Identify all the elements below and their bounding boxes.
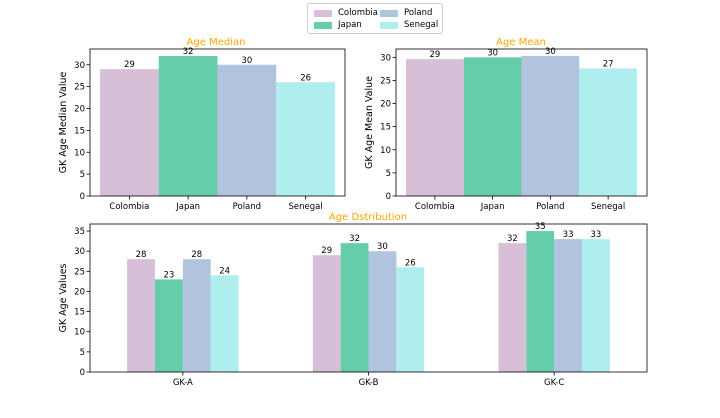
- panel1-ytick-label: 5: [80, 170, 85, 180]
- panel3-data-label-gk-c-senegal: 33: [591, 230, 602, 240]
- panel1-ytick-label: 15: [74, 126, 85, 136]
- panel3-ytick-label: 5: [80, 348, 85, 358]
- legend-item-colombia: Colombia: [314, 7, 378, 19]
- panel3-data-label-gk-a-senegal: 24: [219, 266, 230, 276]
- panel1-data-label-senegal: 26: [300, 73, 311, 83]
- panel3-bar-gk-a-japan: [154, 279, 183, 372]
- panel3-xtick-label-gk-b: GK-B: [359, 378, 379, 388]
- panel3-ytick-label: 10: [74, 328, 85, 338]
- panel3-data-label-gk-c-colombia: 32: [507, 234, 518, 244]
- panel1-ytick-label: 10: [74, 148, 85, 158]
- panel3-ytick-label: 30: [74, 247, 85, 257]
- panel2-bar-colombia: [406, 59, 464, 196]
- panel2-xtick-label-poland: Poland: [536, 202, 564, 212]
- panel3-ytick-label: 15: [74, 308, 85, 318]
- panel2-data-label-poland: 30: [545, 47, 556, 57]
- legend-label-poland: Poland: [404, 8, 433, 18]
- panel2-bar-japan: [463, 57, 522, 196]
- legend-item-japan: Japan: [314, 19, 362, 31]
- panel1-xtick-label-colombia: Colombia: [109, 202, 149, 212]
- panel1-bar-colombia: [100, 69, 159, 196]
- chart-title-age-mean: Age Mean: [496, 37, 546, 48]
- panel2-bar-senegal: [579, 68, 637, 196]
- legend-swatch-japan: [314, 21, 332, 29]
- panel3-bar-gk-b-japan: [340, 243, 369, 372]
- panel2-data-label-japan: 30: [487, 48, 498, 58]
- panel3-data-label-gk-c-poland: 33: [563, 230, 574, 240]
- panel3-bar-gk-b-poland: [368, 251, 397, 372]
- panel2-bar-poland: [521, 55, 580, 197]
- panel3-ytick-label: 20: [74, 287, 85, 297]
- panel1-data-label-colombia: 29: [124, 60, 135, 70]
- legend-swatch-colombia: [314, 9, 332, 17]
- panel3-bar-gk-a-colombia: [127, 259, 155, 372]
- legend: Colombia Japan Poland Senegal: [307, 3, 443, 34]
- panel3-xtick-label-gk-a: GK-A: [173, 378, 193, 388]
- panel2-data-label-colombia: 29: [429, 50, 440, 60]
- panel3-data-label-gk-b-colombia: 29: [321, 246, 332, 256]
- chart-title-age-median: Age Median: [186, 37, 246, 48]
- panel3-bar-gk-c-japan: [526, 231, 555, 372]
- panel1-bar-senegal: [276, 82, 335, 196]
- panel3-bar-gk-c-colombia: [498, 243, 527, 372]
- panel3-data-label-gk-b-japan: 32: [349, 234, 360, 244]
- panel3-data-label-gk-a-colombia: 28: [136, 250, 147, 260]
- legend-label-japan: Japan: [338, 20, 362, 30]
- panel3-axes-frame: [89, 223, 648, 373]
- panel1-ytick-label: 0: [80, 192, 85, 202]
- panel2-ylabel: GK Age Mean Value: [364, 76, 375, 169]
- panel3-ylabel: GK Age Values: [58, 263, 69, 332]
- panel3-data-label-gk-a-japan: 23: [163, 270, 174, 280]
- panel3-ytick-label: 0: [80, 368, 85, 378]
- legend-label-colombia: Colombia: [338, 8, 378, 18]
- panel3-data-label-gk-b-senegal: 26: [405, 258, 416, 268]
- panel1-bar-poland: [217, 64, 277, 196]
- panel3-bar-gk-a-poland: [182, 259, 211, 372]
- panel3-data-label-gk-a-poland: 28: [191, 250, 202, 260]
- panel2-ytick-label: 25: [380, 76, 391, 86]
- chart-title-age-distribution: Age Dstribution: [328, 212, 408, 223]
- panel3-data-label-gk-c-japan: 35: [535, 222, 546, 232]
- panel2-data-label-senegal: 27: [603, 59, 614, 69]
- panel2-ytick-label: 30: [380, 53, 391, 63]
- panel2-ytick-label: 10: [380, 146, 391, 156]
- legend-label-senegal: Senegal: [404, 20, 439, 30]
- legend-item-senegal: Senegal: [380, 19, 438, 31]
- panel1-ytick-label: 30: [74, 61, 85, 71]
- panel1-ytick-label: 20: [74, 105, 85, 115]
- panel2-axes-frame: [395, 48, 648, 197]
- panel2-ytick-label: 20: [380, 100, 391, 110]
- panel3-xtick-label-gk-c: GK-C: [544, 378, 564, 388]
- panel1-bar-japan: [158, 56, 218, 196]
- panel1-data-label-japan: 32: [183, 47, 194, 57]
- panel3-bar-gk-b-senegal: [396, 267, 425, 372]
- panel1-ytick-label: 25: [74, 83, 85, 93]
- panel3-bar-gk-c-poland: [554, 239, 583, 372]
- legend-swatch-poland: [380, 9, 398, 17]
- panel2-xtick-label-japan: Japan: [480, 202, 505, 212]
- panel2-ytick-label: 5: [386, 169, 391, 179]
- panel1-data-label-poland: 30: [241, 56, 252, 66]
- panel2-ytick-label: 0: [386, 192, 391, 202]
- panel1-xtick-label-poland: Poland: [233, 202, 261, 212]
- panel3-ytick-label: 25: [74, 267, 85, 277]
- panel2-ytick-label: 15: [380, 123, 391, 133]
- panel3-ytick-label: 35: [74, 227, 85, 237]
- panel1-ylabel: GK Age Median Value: [58, 72, 69, 174]
- panel3-data-label-gk-b-poland: 30: [377, 242, 388, 252]
- panel3-bar-gk-b-colombia: [312, 255, 341, 372]
- panel2-xtick-label-senegal: Senegal: [591, 202, 625, 212]
- panel1-axes-frame: [89, 48, 346, 197]
- legend-swatch-senegal: [380, 21, 398, 29]
- panel2-xtick-label-colombia: Colombia: [415, 202, 455, 212]
- legend-item-poland: Poland: [380, 7, 432, 19]
- panel3-bar-gk-c-senegal: [582, 239, 610, 372]
- panel1-xtick-label-senegal: Senegal: [289, 202, 323, 212]
- panel3-bar-gk-a-senegal: [210, 275, 239, 372]
- panel1-xtick-label-japan: Japan: [175, 202, 200, 212]
